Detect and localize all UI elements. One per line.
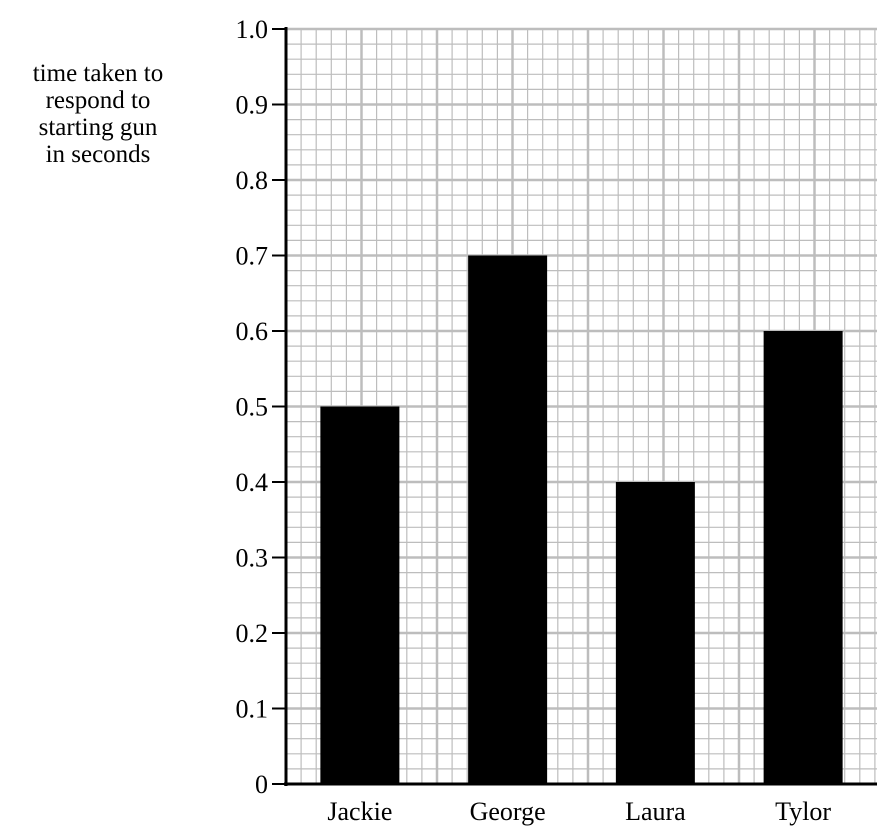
y-tick-label: 0.8 bbox=[236, 166, 269, 195]
y-tick-label: 0 bbox=[255, 770, 268, 799]
y-tick-label: 1.0 bbox=[236, 15, 269, 44]
y-tick-label: 0.5 bbox=[236, 393, 269, 422]
y-tick-label: 0.2 bbox=[236, 619, 269, 648]
y-axis-label: time taken to respond to starting gun in… bbox=[0, 60, 196, 168]
y-axis-label-line: time taken to bbox=[32, 60, 164, 87]
y-tick-label: 0.3 bbox=[236, 544, 269, 573]
y-tick-label: 0.9 bbox=[236, 91, 269, 120]
y-tick-label: 0.1 bbox=[236, 695, 269, 724]
x-tick-label: Jackie bbox=[327, 797, 392, 826]
x-tick-label: Tylor bbox=[775, 797, 831, 826]
bar-laura bbox=[615, 482, 695, 784]
bar-tylor bbox=[763, 331, 843, 784]
x-tick-label: George bbox=[470, 797, 546, 826]
y-axis-label-line: starting gun bbox=[38, 114, 158, 141]
y-tick-label: 0.7 bbox=[236, 242, 269, 271]
axes bbox=[272, 27, 877, 786]
bars bbox=[320, 255, 843, 784]
x-tick-labels: Jackie George Laura Tylor bbox=[327, 797, 831, 826]
bar-jackie bbox=[320, 406, 400, 784]
y-axis-label-line: in seconds bbox=[45, 141, 151, 168]
y-tick-labels: 0 0.1 0.2 0.3 0.4 0.5 0.6 0.7 0.8 0.9 1.0 bbox=[236, 15, 269, 799]
y-tick-label: 0.6 bbox=[236, 317, 269, 346]
bar-george bbox=[468, 255, 548, 784]
y-tick-label: 0.4 bbox=[236, 468, 269, 497]
x-tick-label: Laura bbox=[625, 797, 686, 826]
y-axis-label-line: respond to bbox=[45, 87, 151, 114]
